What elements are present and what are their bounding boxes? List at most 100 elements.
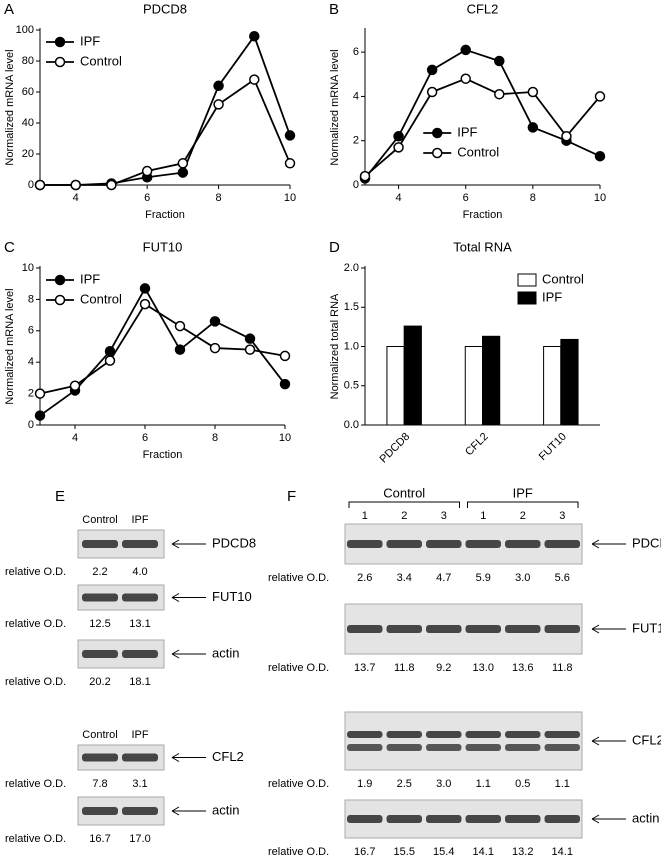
y-tick-label: 0.0 (344, 419, 359, 431)
blot-band (505, 731, 541, 738)
y-tick-label: 4 (28, 356, 34, 368)
marker (393, 131, 404, 142)
x-tick-label: 10 (279, 432, 291, 444)
od-value: 15.5 (394, 846, 415, 858)
y-tick-label: 60 (22, 86, 34, 98)
blot-target: CFL2 (632, 732, 661, 747)
marker (213, 99, 224, 110)
panel-letter: E (55, 488, 65, 505)
od-label: relative O.D. (5, 833, 66, 845)
panel-letter: C (4, 239, 15, 256)
od-value: 4.7 (436, 572, 451, 584)
arrow-head (591, 624, 600, 634)
y-tick-label: 8 (28, 293, 34, 305)
series-line (364, 48, 601, 179)
blot-band (386, 744, 422, 751)
x-tick-label: PDCD8 (377, 431, 412, 466)
marker (209, 342, 221, 354)
y-tick-label: 0 (353, 179, 359, 191)
y-tick-label: 4 (353, 90, 359, 102)
blot-band (426, 625, 462, 633)
x-tick-label: FUT10 (537, 431, 569, 463)
marker (359, 170, 371, 182)
od-value: 3.4 (397, 572, 412, 584)
od-value: 16.7 (354, 846, 375, 858)
od-value: 2.6 (357, 572, 372, 584)
blot-band (465, 540, 501, 548)
od-value: 14.1 (552, 846, 573, 858)
marker (249, 30, 260, 42)
blot-band (82, 650, 118, 658)
od-label: relative O.D. (268, 846, 329, 858)
series-line (40, 78, 291, 186)
panel-letter: F (287, 488, 296, 505)
od-value: 13.2 (512, 846, 533, 858)
blot-target: FUT10 (632, 620, 661, 635)
x-tick-label: 10 (284, 192, 296, 204)
marker (34, 179, 46, 191)
marker (284, 158, 296, 169)
blot-image (344, 711, 583, 771)
blot-band (82, 593, 118, 602)
od-value: 3.1 (132, 778, 147, 790)
marker (209, 316, 221, 327)
x-tick-label: 4 (72, 432, 78, 444)
marker (460, 44, 471, 56)
od-value: 1.1 (555, 778, 570, 790)
y-tick-label: 2 (28, 388, 34, 400)
od-value: 20.2 (89, 676, 110, 688)
bar (403, 325, 422, 426)
blot-band (122, 753, 158, 762)
marker (213, 80, 224, 92)
y-tick-label: 100 (16, 24, 34, 36)
od-value: 16.7 (89, 833, 110, 845)
blot-band (122, 593, 158, 602)
blot-band (505, 625, 541, 633)
y-tick-label: 6 (353, 46, 359, 58)
blot-target: FUT10 (212, 589, 252, 604)
marker (561, 131, 572, 142)
arrow-head (171, 753, 180, 762)
x-tick-label: 8 (216, 192, 222, 204)
legend-label: IPF (542, 289, 562, 304)
blot-band (465, 625, 501, 633)
blot-image (344, 799, 583, 839)
x-tick-label: 6 (463, 192, 469, 204)
marker (594, 91, 606, 102)
y-axis-label: Normalized total RNA (329, 293, 341, 399)
arrow-head (591, 814, 600, 824)
panel-letter: A (4, 1, 14, 18)
marker (244, 344, 256, 355)
blot-band (347, 731, 383, 738)
series-line (40, 34, 291, 186)
legend-label: IPF (80, 271, 100, 286)
blot-band (122, 650, 158, 658)
od-label: relative O.D. (5, 618, 66, 630)
group-bracket (467, 501, 579, 508)
blot-band (465, 731, 501, 738)
od-label: relative O.D. (5, 676, 66, 688)
y-tick-label: 2 (353, 135, 359, 147)
legend-marker (54, 56, 66, 68)
od-value: 13.0 (473, 662, 494, 674)
blot-band (505, 744, 541, 751)
od-label: relative O.D. (5, 566, 66, 578)
marker (244, 333, 256, 344)
marker (69, 380, 81, 391)
bar (386, 346, 405, 426)
lane-label: 2 (401, 510, 407, 522)
chart-title: PDCD8 (143, 1, 187, 16)
blot-band (386, 540, 422, 548)
blot-band (426, 540, 462, 548)
od-value: 11.8 (394, 662, 415, 674)
blot-band (386, 731, 422, 738)
od-value: 2.2 (92, 566, 107, 578)
arrow-head (171, 539, 180, 549)
od-value: 14.1 (473, 846, 494, 858)
blot-target: PDCD8 (212, 535, 256, 550)
legend-label: Control (80, 291, 122, 306)
y-tick-label: 2.0 (344, 262, 359, 274)
y-axis-label: Normalized mRNA level (4, 49, 16, 165)
lane-label: IPF (131, 729, 148, 741)
